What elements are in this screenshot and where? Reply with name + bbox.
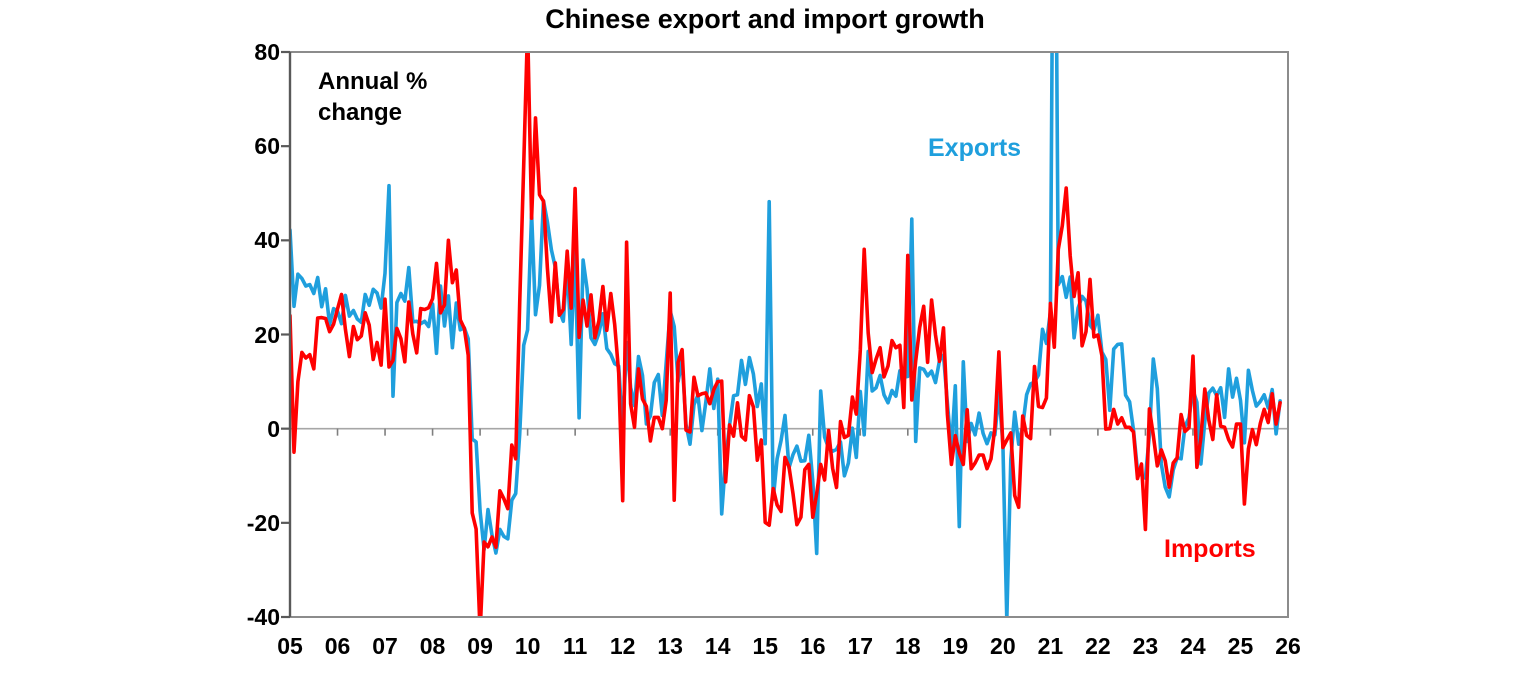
y-axis-unit-annotation: Annual % change [318, 68, 428, 126]
x-tick-label: 14 [704, 633, 731, 659]
x-tick-label: 15 [752, 633, 779, 659]
x-tick-label: 22 [1085, 633, 1111, 659]
exports-series-label: Exports [928, 134, 1022, 162]
imports-series-label: Imports [1164, 535, 1256, 563]
x-tick-label: 07 [372, 633, 398, 659]
x-tick-label: 23 [1132, 633, 1159, 659]
x-tick-label: 26 [1275, 633, 1301, 659]
x-tick-label: 10 [514, 633, 541, 659]
y-tick-label: -40 [246, 604, 280, 630]
x-tick-label: 19 [942, 633, 969, 659]
x-tick-label: 06 [324, 633, 351, 659]
y-tick-label: 60 [254, 133, 280, 160]
imports-line [290, 52, 1282, 617]
x-tick-label: 24 [1180, 633, 1206, 659]
x-tick-label: 21 [1037, 633, 1064, 659]
y-tick-label: 80 [254, 39, 280, 65]
x-tick-label: 25 [1227, 633, 1254, 659]
x-tick-label: 18 [895, 633, 921, 659]
y-tick-label: 0 [267, 415, 280, 442]
x-tick-label: 17 [847, 633, 874, 659]
x-tick-label: 12 [609, 633, 636, 659]
plot-border [289, 51, 1289, 618]
x-tick-label: 08 [419, 633, 446, 659]
y-tick-label: 40 [254, 227, 280, 254]
chart-title: Chinese export and import growth [545, 4, 985, 34]
y-tick-label: 20 [254, 321, 280, 348]
x-tick-label: 11 [562, 633, 588, 659]
y-tick-label: -20 [246, 509, 280, 536]
x-tick-label: 05 [277, 633, 303, 659]
x-tick-label: 13 [657, 633, 683, 659]
x-tick-label: 09 [467, 633, 493, 659]
x-tick-label: 20 [990, 633, 1016, 659]
x-tick-label: 16 [799, 633, 826, 659]
exports-line [290, 52, 1282, 617]
